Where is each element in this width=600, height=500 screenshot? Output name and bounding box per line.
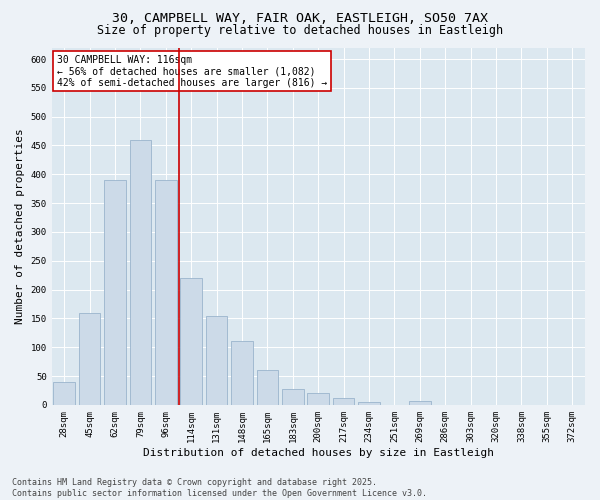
Text: 30, CAMPBELL WAY, FAIR OAK, EASTLEIGH, SO50 7AX: 30, CAMPBELL WAY, FAIR OAK, EASTLEIGH, S… <box>112 12 488 26</box>
Bar <box>104 180 126 405</box>
Text: Size of property relative to detached houses in Eastleigh: Size of property relative to detached ho… <box>97 24 503 37</box>
Y-axis label: Number of detached properties: Number of detached properties <box>15 128 25 324</box>
X-axis label: Distribution of detached houses by size in Eastleigh: Distribution of detached houses by size … <box>143 448 494 458</box>
Bar <box>358 402 380 405</box>
Bar <box>53 382 75 405</box>
Text: Contains HM Land Registry data © Crown copyright and database right 2025.
Contai: Contains HM Land Registry data © Crown c… <box>12 478 427 498</box>
Bar <box>79 312 100 405</box>
Bar <box>181 278 202 405</box>
Bar <box>333 398 355 405</box>
Bar <box>155 180 176 405</box>
Bar <box>307 394 329 405</box>
Bar <box>206 316 227 405</box>
Text: 30 CAMPBELL WAY: 116sqm
← 56% of detached houses are smaller (1,082)
42% of semi: 30 CAMPBELL WAY: 116sqm ← 56% of detache… <box>57 54 327 88</box>
Bar <box>409 401 431 405</box>
Bar <box>231 342 253 405</box>
Bar <box>282 390 304 405</box>
Bar <box>257 370 278 405</box>
Bar <box>130 140 151 405</box>
